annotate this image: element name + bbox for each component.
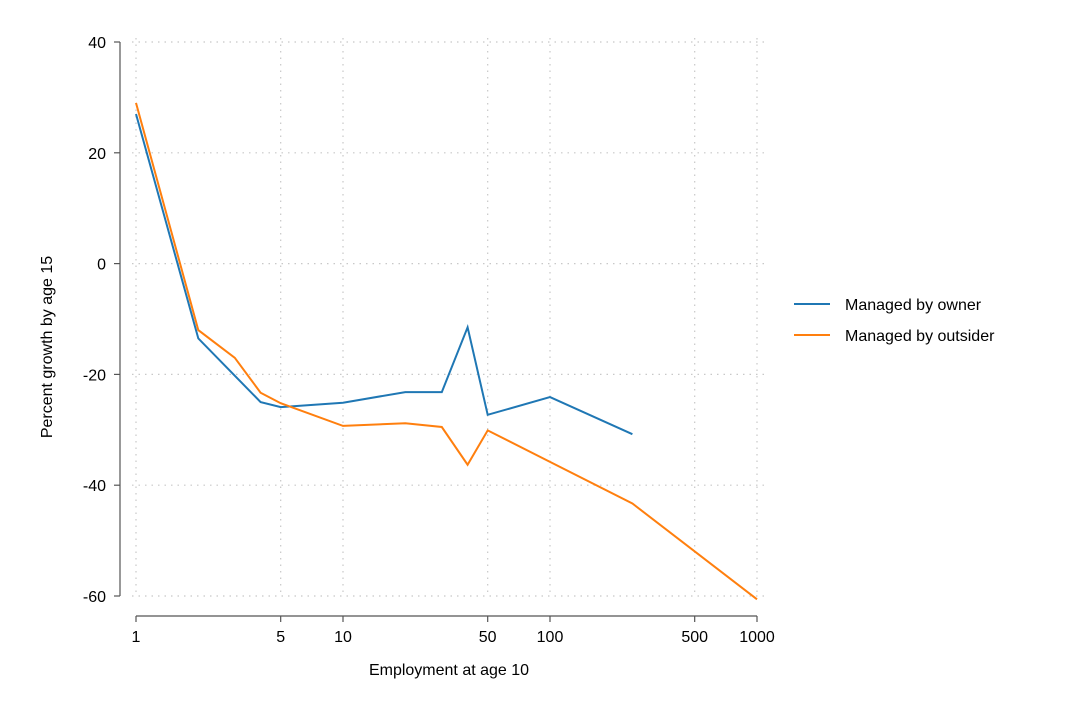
x-tick-label: 100 — [537, 629, 564, 646]
legend-label-owner: Managed by owner — [845, 297, 982, 314]
y-tick-label: 0 — [97, 257, 106, 274]
series-line-outsider — [135, 102, 758, 601]
x-tick-label: 1000 — [739, 629, 775, 646]
x-tick-label: 50 — [479, 629, 497, 646]
y-tick-label: -40 — [83, 478, 106, 495]
x-axis-ticks: 1 5 10 50 100 500 1000 — [132, 616, 775, 646]
x-tick-label: 1 — [132, 629, 141, 646]
x-tick-label: 10 — [334, 629, 352, 646]
legend: Managed by owner Managed by outsider — [794, 297, 995, 345]
axes — [119, 42, 757, 617]
series-lines — [135, 102, 758, 601]
y-tick-label: -60 — [83, 589, 106, 606]
x-axis-title: Employment at age 10 — [369, 662, 529, 679]
x-tick-label: 500 — [681, 629, 708, 646]
y-tick-label: -20 — [83, 367, 106, 384]
series-line-owner — [135, 113, 633, 436]
y-tick-label: 20 — [88, 146, 106, 163]
grid-lines — [132, 38, 768, 597]
x-tick-label: 5 — [276, 629, 285, 646]
y-tick-label: 40 — [88, 35, 106, 52]
legend-label-outsider: Managed by outsider — [845, 328, 995, 345]
y-axis-ticks: 40 20 0 -20 -40 -60 — [83, 35, 120, 606]
y-axis-title: Percent growth by age 15 — [39, 256, 56, 438]
